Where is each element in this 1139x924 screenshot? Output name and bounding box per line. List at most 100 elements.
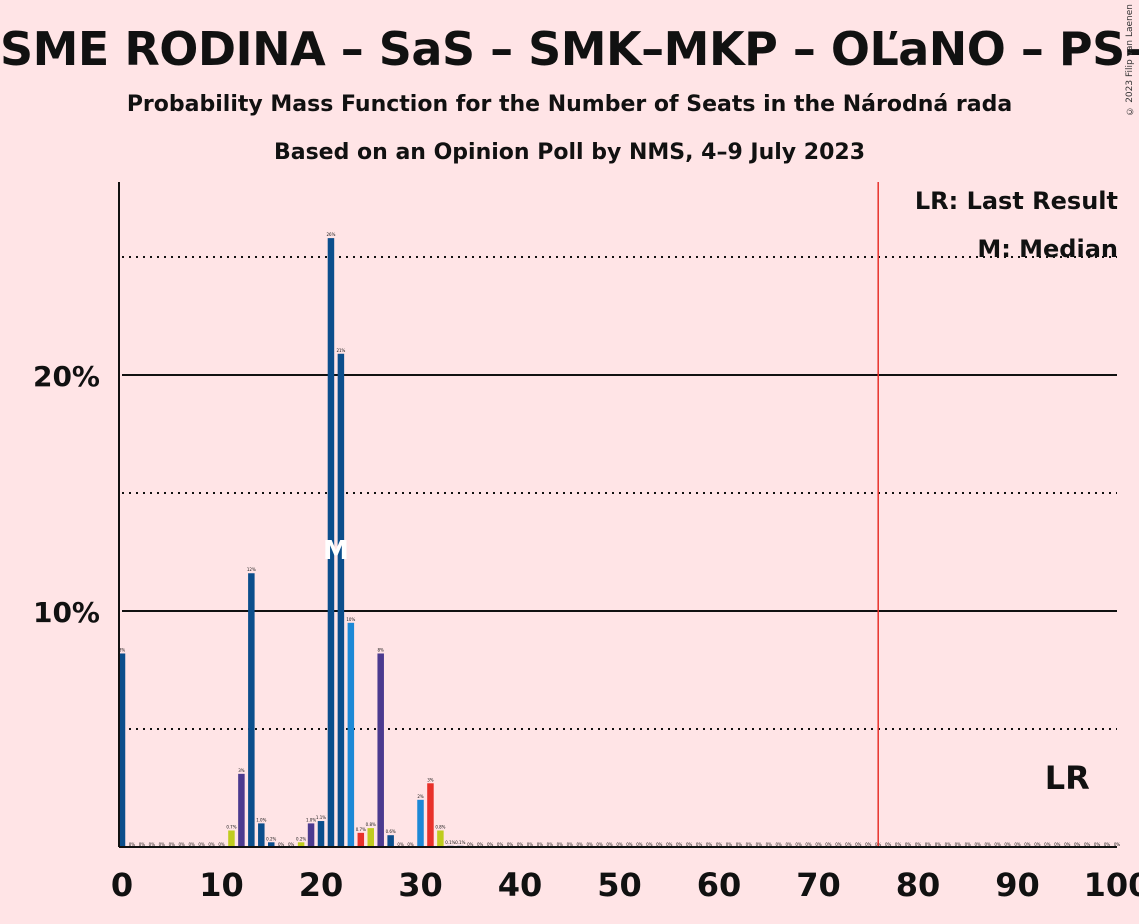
annotations-group: LR: Last Result M: Median LR bbox=[915, 187, 1118, 797]
bar bbox=[307, 823, 315, 847]
bar bbox=[437, 830, 444, 847]
bar-label: 0.7% bbox=[356, 827, 366, 832]
chart-subtitle: Probability Mass Function for the Number… bbox=[126, 92, 1013, 117]
zero-label: 0% bbox=[557, 842, 564, 847]
x-tick-label: 50 bbox=[597, 866, 642, 904]
bar-label: 8% bbox=[378, 647, 385, 652]
zero-label: 0% bbox=[397, 842, 404, 847]
bar bbox=[367, 828, 374, 847]
bar-label: 12% bbox=[247, 567, 256, 572]
zero-label: 0% bbox=[905, 842, 912, 847]
bar bbox=[327, 238, 335, 847]
zero-label: 0% bbox=[1054, 842, 1061, 847]
bar-label: 0.2% bbox=[296, 836, 306, 841]
zero-label: 0% bbox=[785, 842, 792, 847]
zero-label: 0% bbox=[984, 842, 991, 847]
zero-label: 0% bbox=[945, 842, 952, 847]
zero-label: 0% bbox=[596, 842, 603, 847]
zero-label: 0% bbox=[208, 842, 215, 847]
zero-label: 0% bbox=[815, 842, 822, 847]
bar-label: 3% bbox=[427, 777, 434, 782]
zero-label: 0% bbox=[547, 842, 554, 847]
zero-label: 0% bbox=[1044, 842, 1051, 847]
bar bbox=[357, 832, 365, 847]
zero-label: 0% bbox=[686, 842, 693, 847]
zero-label: 0% bbox=[1064, 842, 1071, 847]
zero-label: 0% bbox=[1014, 842, 1021, 847]
bar-label: 2% bbox=[417, 794, 424, 799]
median-marker: M bbox=[323, 536, 349, 566]
bar bbox=[248, 573, 255, 847]
zero-label: 0% bbox=[159, 842, 166, 847]
zero-label: 0% bbox=[825, 842, 832, 847]
bar-label: 0.7% bbox=[226, 824, 236, 829]
zero-label: 0% bbox=[726, 842, 733, 847]
zero-label: 0% bbox=[746, 842, 753, 847]
bar bbox=[427, 783, 434, 847]
bar-label: 10% bbox=[346, 617, 355, 622]
bar-label: 0.1% bbox=[445, 840, 455, 845]
zero-label: 0% bbox=[925, 842, 932, 847]
legend-median: M: Median bbox=[977, 235, 1118, 263]
bar-label: 1.1% bbox=[316, 815, 326, 820]
zero-label: 0% bbox=[835, 842, 842, 847]
zero-label: 0% bbox=[795, 842, 802, 847]
zero-label: 0% bbox=[776, 842, 783, 847]
zero-label: 0% bbox=[537, 842, 544, 847]
zero-label: 0% bbox=[855, 842, 862, 847]
zero-label: 0% bbox=[278, 842, 285, 847]
zero-label: 0% bbox=[1004, 842, 1011, 847]
zero-label: 0% bbox=[915, 842, 922, 847]
bar-label: 0.8% bbox=[435, 824, 445, 829]
x-tick-label: 80 bbox=[896, 866, 941, 904]
bar bbox=[417, 799, 424, 847]
zero-label: 0% bbox=[766, 842, 773, 847]
bar-label: 3% bbox=[238, 768, 245, 773]
last-result-marker: LR bbox=[1045, 759, 1090, 797]
zero-label: 0% bbox=[616, 842, 623, 847]
x-tick-label: 40 bbox=[498, 866, 543, 904]
bar bbox=[228, 830, 235, 847]
zero-label: 0% bbox=[198, 842, 205, 847]
bar bbox=[297, 842, 305, 847]
zero-label: 0% bbox=[636, 842, 643, 847]
zero-label: 0% bbox=[487, 842, 494, 847]
bar-label: 0.2% bbox=[266, 836, 276, 841]
zero-label: 0% bbox=[955, 842, 962, 847]
bar-label: 26% bbox=[327, 232, 336, 237]
zero-label: 0% bbox=[935, 842, 942, 847]
bar-label: 1.0% bbox=[306, 817, 316, 822]
zero-label: 0% bbox=[467, 842, 474, 847]
x-tick-label: 20 bbox=[299, 866, 344, 904]
zero-label: 0% bbox=[656, 842, 663, 847]
gridlines: 10% 20% bbox=[33, 256, 1117, 730]
x-tick-label: 90 bbox=[995, 866, 1040, 904]
zero-label: 0% bbox=[1034, 842, 1041, 847]
zero-label: 0% bbox=[586, 842, 593, 847]
zero-label: 0% bbox=[139, 842, 146, 847]
bars-group: 8%0.7%3%12%1.0%0.2% 0.2%1.0% 1.1%26%21%10%… bbox=[118, 232, 466, 847]
zero-label: 0% bbox=[646, 842, 653, 847]
bar-label: 1.0% bbox=[256, 817, 266, 822]
bar bbox=[387, 835, 394, 847]
zero-label: 0% bbox=[1094, 842, 1101, 847]
zero-label: 0% bbox=[676, 842, 683, 847]
zero-label: 0% bbox=[169, 842, 176, 847]
zero-label: 0% bbox=[805, 842, 812, 847]
bar bbox=[317, 821, 325, 847]
chart-source-line: Based on an Opinion Poll by NMS, 4–9 Jul… bbox=[273, 140, 866, 165]
zero-label: 0% bbox=[1084, 842, 1091, 847]
bar bbox=[337, 353, 345, 847]
x-tick-label: 0 bbox=[111, 866, 133, 904]
zero-label: 0% bbox=[497, 842, 504, 847]
zero-label: 0% bbox=[517, 842, 524, 847]
zero-label: 0% bbox=[756, 842, 763, 847]
zero-label: 0% bbox=[845, 842, 852, 847]
zero-label: 0% bbox=[149, 842, 156, 847]
zero-label: 0% bbox=[129, 842, 136, 847]
zero-label: 0% bbox=[736, 842, 743, 847]
zero-label: 0% bbox=[696, 842, 703, 847]
zero-label: 0% bbox=[477, 842, 484, 847]
legend-last-result: LR: Last Result bbox=[915, 187, 1118, 215]
